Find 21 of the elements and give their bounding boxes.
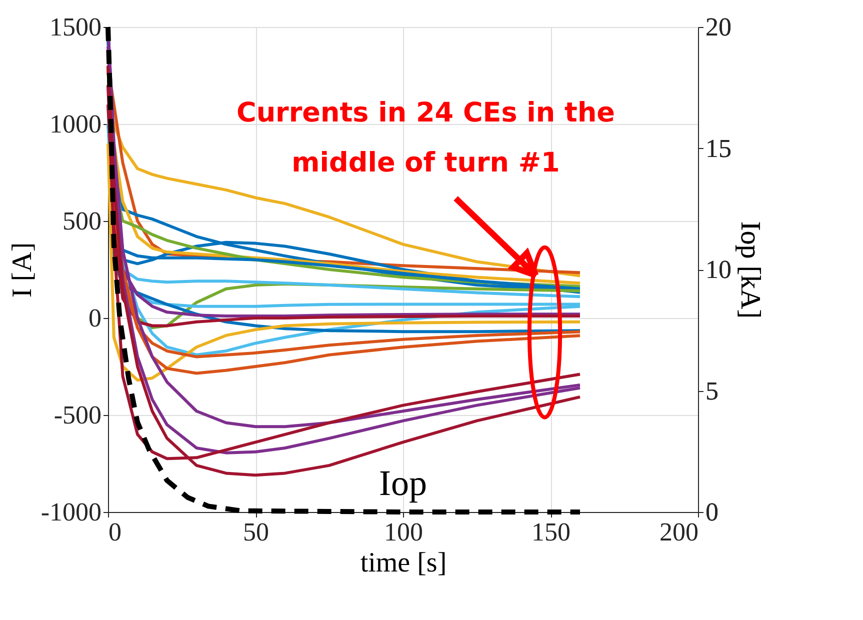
annotation: Currents in 24 CEs in the middle of turn #1 bbox=[236, 97, 615, 178]
y-tick-label: -1000 bbox=[40, 498, 102, 526]
x-tick-label: 100 bbox=[384, 518, 423, 546]
y-tick-label: 1500 bbox=[50, 12, 102, 42]
x-tick-label: 200 bbox=[660, 518, 698, 546]
y-tick-label: -500 bbox=[54, 400, 102, 430]
y2-tick-label: 5 bbox=[706, 376, 718, 406]
y2-tick-label: 10 bbox=[706, 255, 732, 284]
series-label: Iop bbox=[379, 463, 427, 503]
x-axis-title: time [s] bbox=[360, 548, 447, 578]
y2-axis-title: Iop [kA] bbox=[734, 221, 766, 319]
y-axis-title: I [A] bbox=[6, 242, 38, 298]
x-tick-label: 50 bbox=[243, 518, 269, 546]
y2-tick-label: 20 bbox=[706, 12, 732, 42]
y-tick-label: 500 bbox=[62, 206, 102, 236]
y-tick-label: 1000 bbox=[50, 110, 102, 138]
x-tick-label: 150 bbox=[532, 518, 570, 546]
x-tick-label: 0 bbox=[108, 518, 122, 546]
y2-tick-label: 0 bbox=[706, 498, 718, 526]
y2-tick-label: 15 bbox=[706, 134, 732, 163]
y-tick-label: 0 bbox=[88, 304, 102, 332]
